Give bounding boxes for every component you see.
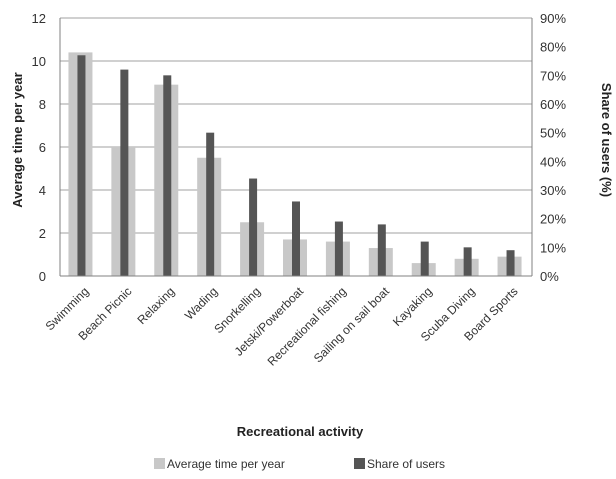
axes (59, 18, 533, 277)
bar-share-of-users (120, 69, 129, 276)
y2-axis-title: Share of users (%) (599, 83, 614, 197)
y2-tick-label: 40% (540, 154, 566, 169)
legend-swatch-average-time (154, 458, 165, 469)
y2-tick-label: 0% (540, 269, 559, 284)
y-tick-label: 6 (39, 140, 46, 155)
x-axis-title: Recreational activity (237, 424, 364, 439)
bar-share-of-users (77, 55, 86, 277)
category-label: Relaxing (134, 284, 177, 327)
bar-share-of-users (420, 241, 429, 276)
y2-tick-label: 80% (540, 40, 566, 55)
right-axis-ticks: 0% 10% 20% 30% 40% 50% 60% 70% 80% 90% (540, 11, 566, 284)
y-tick-label: 2 (39, 226, 46, 241)
bar-share-of-users (292, 201, 300, 276)
y-axis-title: Average time per year (10, 72, 25, 207)
legend-label-share-of-users: Share of users (367, 457, 445, 471)
legend-swatch-share-of-users (354, 458, 365, 469)
left-axis-ticks: 0 2 4 6 8 10 12 (32, 11, 46, 284)
gridlines (60, 17, 532, 277)
bars (68, 52, 522, 277)
category-label: Wading (182, 284, 220, 322)
bar-share-of-users (334, 221, 343, 276)
y2-tick-label: 90% (540, 11, 566, 26)
y-tick-label: 8 (39, 97, 46, 112)
bar-share-of-users (249, 178, 258, 276)
y2-tick-label: 10% (540, 240, 566, 255)
y2-tick-label: 70% (540, 68, 566, 83)
y2-tick-label: 30% (540, 183, 566, 198)
y-tick-label: 0 (39, 269, 46, 284)
y-tick-label: 4 (39, 183, 46, 198)
bar-share-of-users (463, 247, 472, 276)
bar-share-of-users (163, 75, 172, 276)
y-tick-label: 12 (32, 11, 46, 26)
category-label: Kayaking (390, 284, 435, 329)
legend-label-average-time: Average time per year (167, 457, 285, 471)
y2-tick-label: 20% (540, 212, 566, 227)
category-label: Recreational fishing (265, 284, 349, 368)
bar-share-of-users (206, 132, 215, 276)
bar-share-of-users (377, 224, 386, 276)
y2-tick-label: 60% (540, 97, 566, 112)
y-tick-label: 10 (32, 54, 46, 69)
category-label: Sailing on sail boat (311, 284, 393, 366)
legend: Average time per year Share of users (154, 457, 445, 471)
bar-share-of-users (506, 250, 515, 276)
y2-tick-label: 50% (540, 126, 566, 141)
